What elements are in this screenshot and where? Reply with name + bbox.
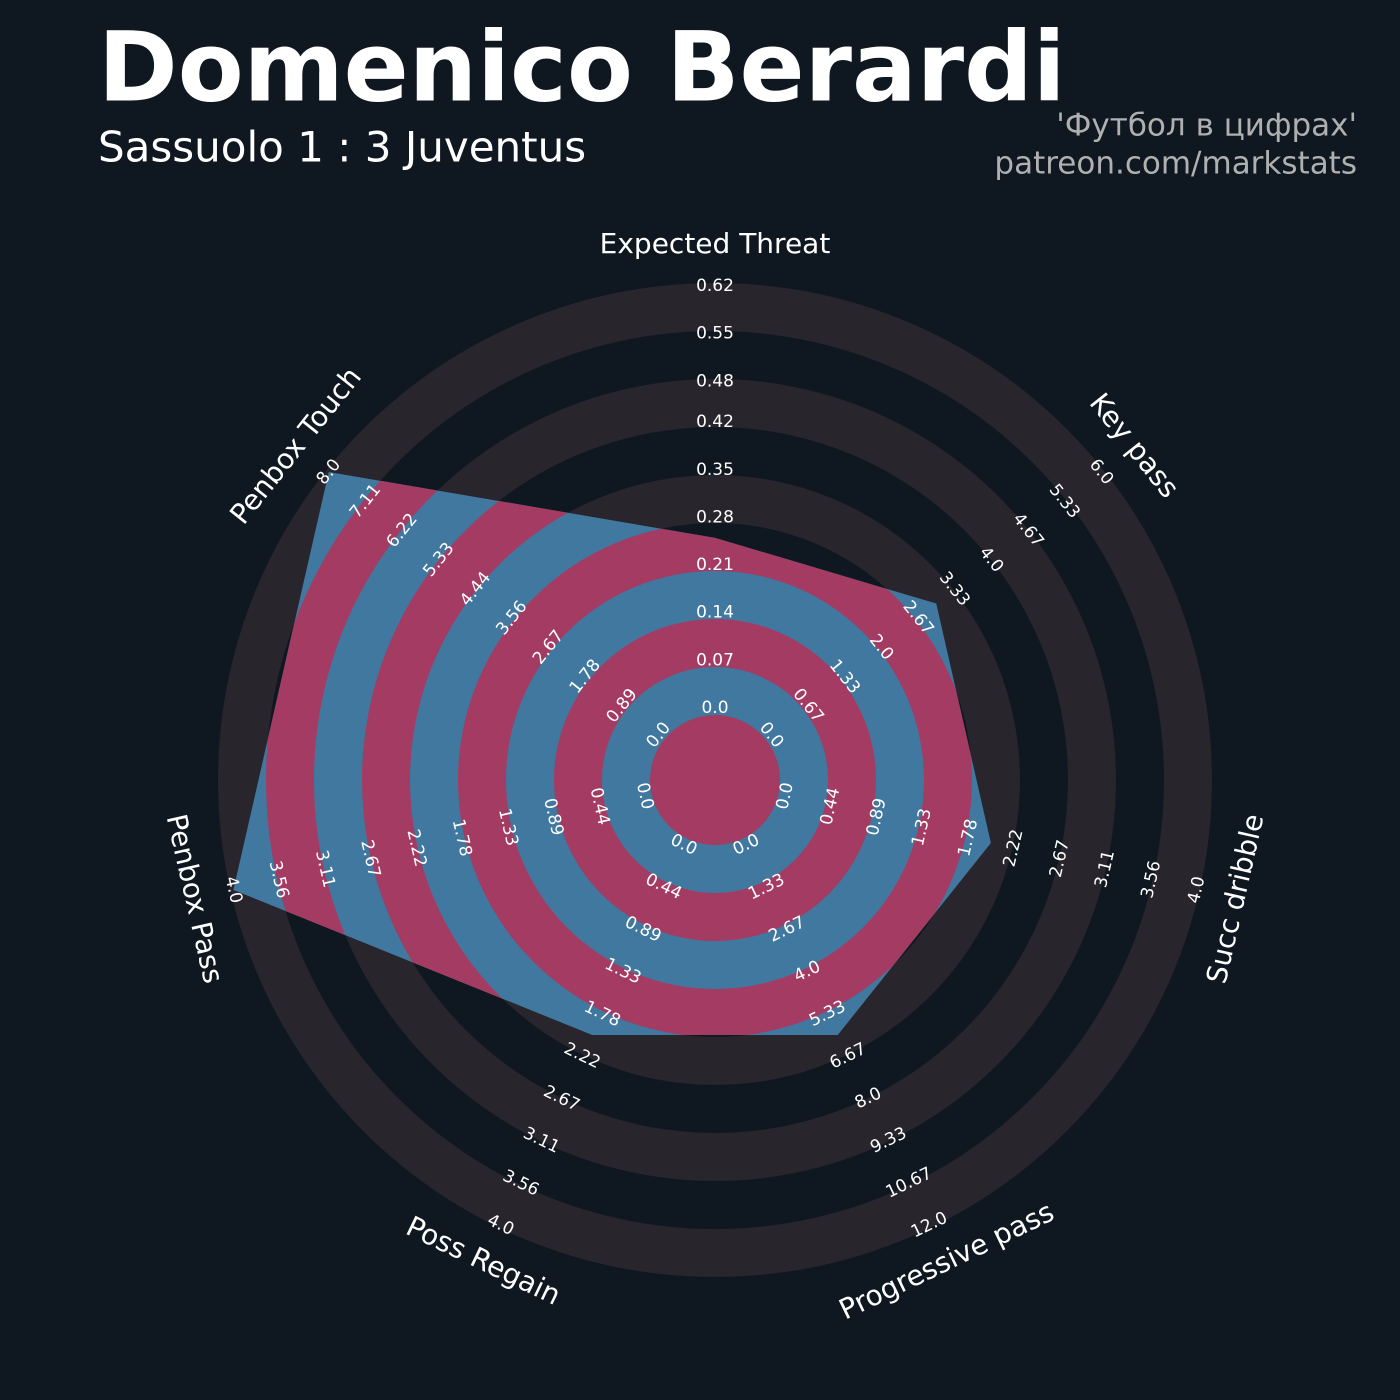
- tick-label: 0.0: [701, 698, 728, 718]
- credit: patreon.com/markstats: [994, 146, 1357, 182]
- inner-ring: [650, 715, 780, 845]
- tick-label: 0.14: [696, 603, 734, 623]
- tick-label: 0.07: [696, 650, 734, 670]
- tick-label: 0.21: [696, 555, 734, 575]
- tick-label: 0.62: [696, 276, 734, 296]
- axis-title: Expected Threat: [600, 227, 831, 260]
- chart-title: Domenico Berardi: [98, 11, 1066, 123]
- tick-label: 0.48: [696, 371, 734, 391]
- chart-subtitle: Sassuolo 1 : 3 Juventus: [98, 123, 586, 172]
- tick-label: 0.55: [696, 324, 734, 344]
- tick-label: 0.28: [696, 507, 734, 527]
- tick-label: 0.42: [696, 412, 734, 432]
- inner-rings: [266, 471, 991, 1035]
- radar: [233, 471, 991, 1035]
- credit: 'Футбол в цифрах': [1056, 108, 1357, 144]
- inner-ring: [554, 619, 876, 941]
- tick-label: 0.35: [696, 460, 734, 480]
